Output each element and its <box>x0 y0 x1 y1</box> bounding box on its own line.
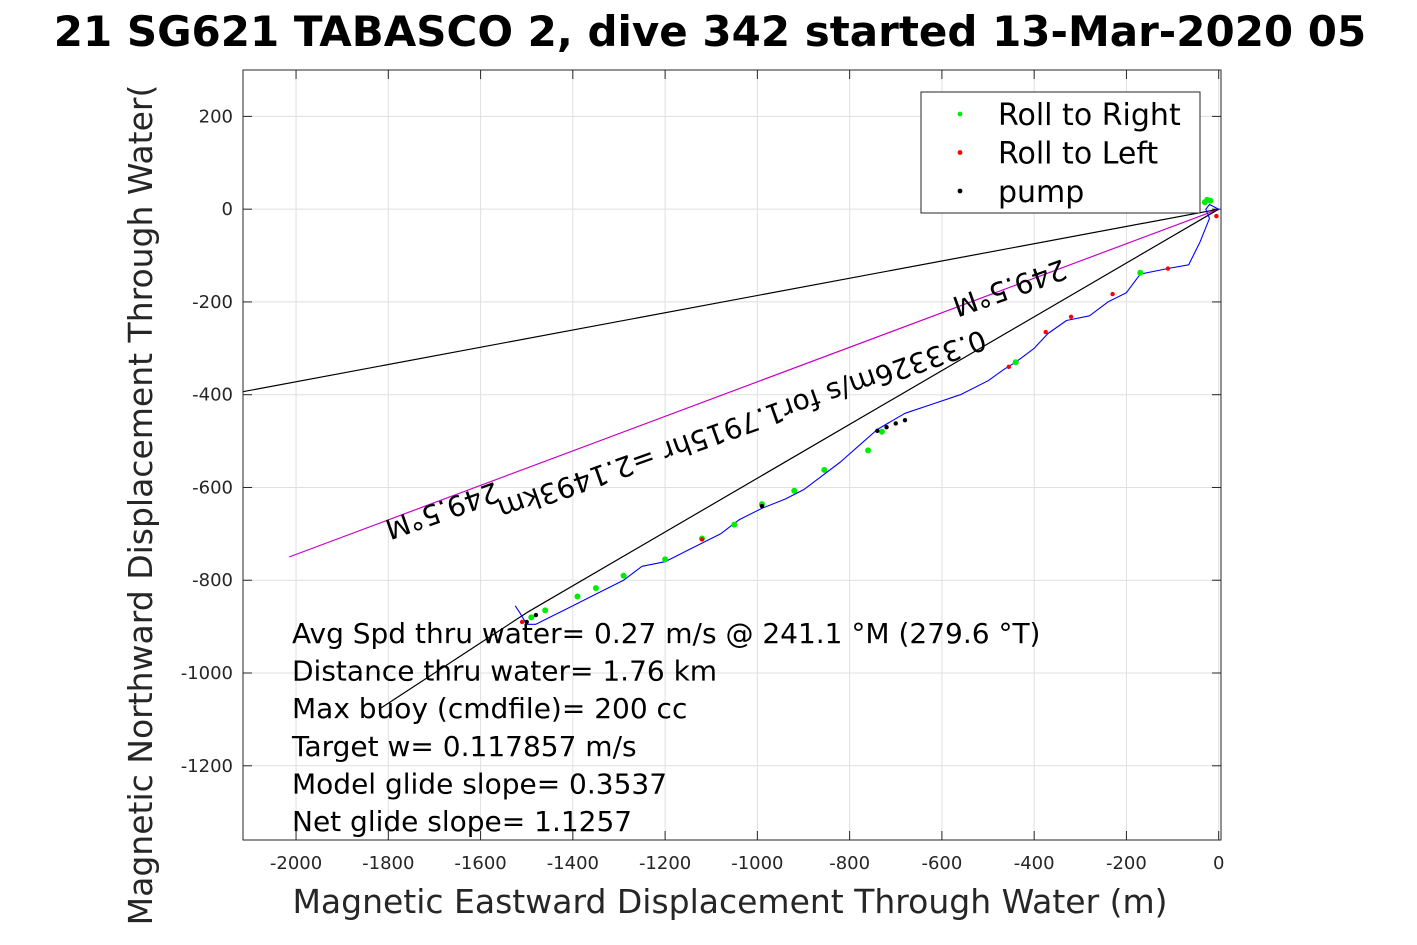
annotation-block: Avg Spd thru water= 0.27 m/s @ 241.1 °M … <box>291 617 1040 838</box>
x-axis-label: Magnetic Eastward Displacement Through W… <box>292 882 1167 921</box>
y-tick-label: -200 <box>192 292 233 313</box>
x-tick-label: -800 <box>829 853 870 874</box>
y-tick-label: -600 <box>192 477 233 498</box>
pump-point <box>902 418 908 423</box>
y-tick-label: 0 <box>222 199 233 220</box>
x-tick-label: -1400 <box>547 853 599 874</box>
series-group <box>243 196 1220 709</box>
x-tick-label: 0 <box>1213 853 1224 874</box>
roll-right-point <box>791 487 798 494</box>
x-tick-label: -600 <box>921 853 962 874</box>
roll-right-point <box>592 585 599 592</box>
annotation-line: Max buoy (cmdfile)= 200 cc <box>292 692 687 725</box>
roll-right-point <box>528 614 535 621</box>
roll-right-point <box>620 572 627 579</box>
roll-right-point <box>821 466 828 473</box>
roll-right-point <box>542 607 549 614</box>
pump-point <box>524 619 529 625</box>
pump-point <box>884 424 889 430</box>
annotation-line: Model glide slope= 0.3537 <box>292 767 667 800</box>
x-tick-label: -200 <box>1106 853 1147 874</box>
y-tick-label: -800 <box>192 570 233 591</box>
x-tick-label: -400 <box>1014 853 1055 874</box>
roll-right-point <box>1012 359 1019 366</box>
roll-left-point <box>699 537 705 542</box>
legend-label: pump <box>998 175 1084 210</box>
x-tick-label: -2000 <box>270 853 322 874</box>
roll-left-point <box>1043 329 1048 335</box>
annotation-line: Distance thru water= 1.76 km <box>292 655 717 688</box>
y-tick-label: -400 <box>192 385 233 406</box>
pump-point <box>893 421 898 426</box>
reference-line <box>381 612 528 709</box>
x-tick-label: -1800 <box>362 853 414 874</box>
roll-left-point <box>1165 266 1171 271</box>
x-tick-label: -1600 <box>454 853 506 874</box>
legend-marker <box>957 150 963 155</box>
legend-label: Roll to Left <box>998 137 1158 172</box>
pump-point <box>759 503 765 509</box>
x-tick-label: -1000 <box>731 853 783 874</box>
axes-frame <box>242 69 1222 841</box>
legend-marker <box>957 111 963 117</box>
y-tick-label: -1000 <box>181 663 233 684</box>
roll-right-point <box>731 521 738 528</box>
glider-track <box>514 203 1219 625</box>
roll-right-point <box>865 447 872 454</box>
roll-left-point <box>1110 291 1115 297</box>
annotation-line: Target w= 0.117857 m/s <box>291 730 637 763</box>
roll-left-point <box>1068 314 1074 319</box>
roll-right-point <box>878 428 885 435</box>
legend-box <box>920 91 1201 214</box>
roll-left-point <box>1214 213 1219 219</box>
reference-line <box>288 208 1219 558</box>
annotation-line: Net glide slope= 1.1257 <box>292 805 632 838</box>
legend-marker <box>957 188 963 194</box>
annotation-line: Avg Spd thru water= 0.27 m/s @ 241.1 °M … <box>292 617 1040 650</box>
roll-left-point <box>1006 364 1011 370</box>
y-tick-label: 200 <box>199 106 233 127</box>
roll-right-point <box>574 593 581 600</box>
roll-right-point <box>1137 269 1144 276</box>
y-axis-label: Magnetic Northward Displacement Through … <box>121 85 160 926</box>
roll-left-point <box>519 619 525 625</box>
chart-title: 21 SG621 TABASCO 2, dive 342 started 13-… <box>54 7 1366 56</box>
roll-right-point <box>1207 197 1214 204</box>
tick-labels: -2000 -1800 -1600 -1400 -1200 -1000 -800 -600 -4… <box>181 106 1225 874</box>
pump-point <box>533 612 539 618</box>
pump-point <box>875 428 880 434</box>
roll-right-point <box>662 556 669 563</box>
x-tick-label: -1200 <box>639 853 691 874</box>
reference-line <box>526 208 1220 614</box>
legend-label: Roll to Right <box>998 98 1181 133</box>
reference-line <box>243 208 1219 393</box>
y-tick-label: -1200 <box>181 756 233 777</box>
